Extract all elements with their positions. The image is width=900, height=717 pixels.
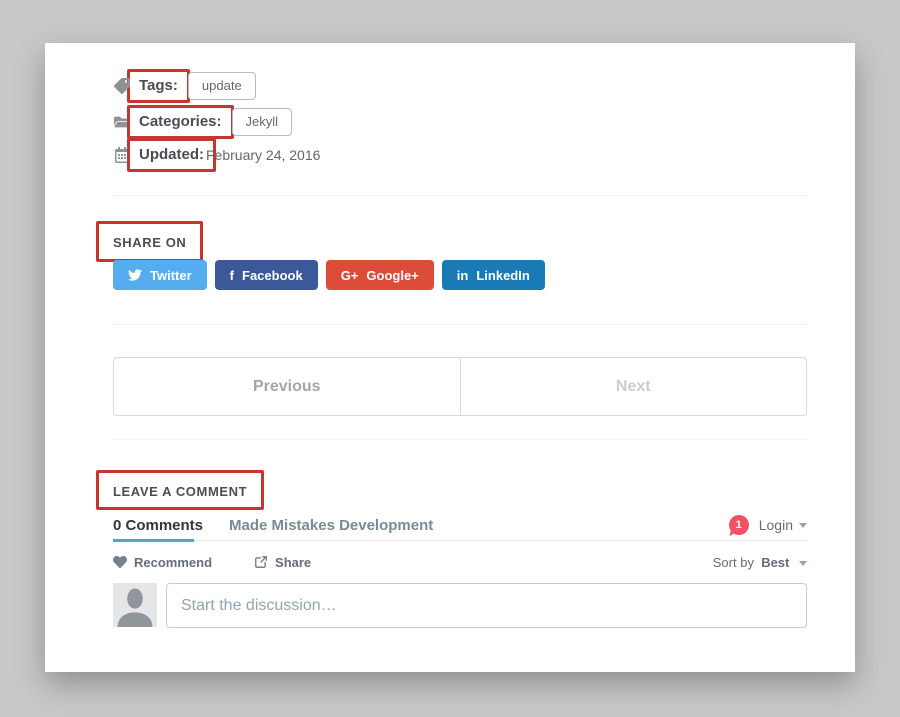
next-post-button[interactable]: Next xyxy=(615,377,651,395)
twitter-bird-icon xyxy=(128,268,142,282)
meta-row-updated: Updated: February 24, 2016 xyxy=(113,138,807,172)
share-button-label: Twitter xyxy=(150,267,192,283)
sort-by-dropdown[interactable]: Sort by Best xyxy=(713,555,807,570)
meta-row-tags: Tags: update xyxy=(113,68,807,103)
recommend-label: Recommend xyxy=(134,554,213,570)
share-section-header: SHARE ON xyxy=(96,221,807,262)
divider xyxy=(113,195,807,196)
annotation-box-categories: Categories: xyxy=(127,104,234,139)
forum-name-tab[interactable]: Made Mistakes Development xyxy=(229,516,434,534)
share-googleplus-button[interactable]: G+ Google+ xyxy=(325,260,434,290)
previous-post-button[interactable]: Previous xyxy=(114,358,461,415)
login-button[interactable]: Login xyxy=(758,517,793,533)
facebook-f-icon: f xyxy=(229,267,234,283)
google-plus-icon: G+ xyxy=(340,267,359,283)
divider xyxy=(113,439,807,440)
leave-a-comment-heading: LEAVE A COMMENT xyxy=(113,484,248,499)
divider xyxy=(113,324,807,325)
comments-section-header: LEAVE A COMMENT xyxy=(96,470,807,510)
share-box-icon xyxy=(255,556,267,568)
category-pill-jekyll[interactable]: Jekyll xyxy=(231,107,293,136)
categories-label: Categories: xyxy=(139,112,222,130)
share-linkedin-button[interactable]: in LinkedIn xyxy=(441,260,545,290)
disqus-header: 0 Comments Made Mistakes Development 1 L… xyxy=(113,515,807,535)
disqus-header-right: 1 Login xyxy=(728,515,807,535)
sort-by-prefix: Sort by xyxy=(712,554,758,570)
chevron-down-icon xyxy=(799,560,807,566)
annotation-box-leave-a-comment: LEAVE A COMMENT xyxy=(96,470,265,510)
comment-input[interactable] xyxy=(166,583,807,628)
share-facebook-button[interactable]: f Facebook xyxy=(214,260,318,290)
share-on-heading: SHARE ON xyxy=(113,235,187,250)
tag-pill-update[interactable]: update xyxy=(187,71,256,100)
share-twitter-button[interactable]: Twitter xyxy=(113,260,207,290)
tab-underline xyxy=(113,539,807,542)
annotation-box-updated: Updated: xyxy=(127,138,216,172)
chevron-down-icon[interactable] xyxy=(799,522,807,528)
tab-divider-line xyxy=(113,540,807,541)
annotation-box-tags: Tags: xyxy=(127,68,190,103)
tags-label: Tags: xyxy=(139,76,178,94)
updated-label: Updated: xyxy=(139,146,204,163)
person-avatar xyxy=(113,583,157,627)
share-button-label: Facebook xyxy=(242,267,303,283)
recommend-button[interactable]: Recommend xyxy=(113,555,212,570)
share-label: Share xyxy=(275,554,312,570)
notification-bubble[interactable]: 1 xyxy=(728,515,749,535)
calendar-icon xyxy=(113,147,130,164)
tag-icon xyxy=(113,77,130,94)
updated-date: February 24, 2016 xyxy=(206,147,321,163)
disqus-share-button[interactable]: Share xyxy=(254,555,311,570)
share-buttons-row: Twitter f Facebook G+ Google+ in LinkedI… xyxy=(113,260,807,290)
comment-count-tab[interactable]: 0 Comments xyxy=(113,516,204,534)
sort-by-value: Best xyxy=(761,554,790,570)
linkedin-in-icon: in xyxy=(456,267,469,283)
comment-composer xyxy=(113,583,807,628)
share-button-label: Google+ xyxy=(366,267,419,283)
post-footer-card: Tags: update Categories: Jekyll Updated:… xyxy=(45,43,855,672)
annotation-box-share-on: SHARE ON xyxy=(96,221,204,262)
heart-icon xyxy=(113,555,127,569)
folder-open-icon xyxy=(113,113,130,130)
disqus-toolbar: Recommend Share Sort by Best xyxy=(113,553,807,571)
post-footer-content: Tags: update Categories: Jekyll Updated:… xyxy=(96,43,807,628)
active-tab-indicator xyxy=(113,539,194,542)
post-pagination: Previous Next xyxy=(113,357,807,416)
meta-row-categories: Categories: Jekyll xyxy=(113,104,807,139)
share-button-label: LinkedIn xyxy=(476,267,530,283)
